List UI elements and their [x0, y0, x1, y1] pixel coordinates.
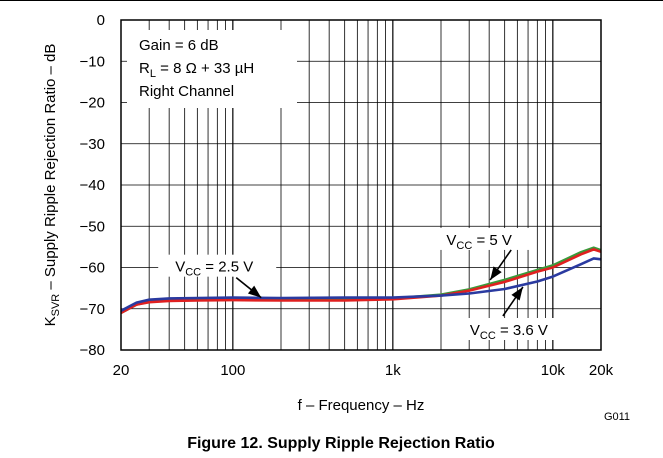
- figure-caption: Figure 12. Supply Ripple Rejection Ratio: [187, 435, 495, 452]
- y-tick-label: −20: [80, 95, 105, 112]
- series-line: [120, 257, 602, 312]
- y-tick-label: −70: [80, 301, 105, 318]
- y-tick-label: −30: [80, 136, 105, 153]
- conditions-box: [127, 30, 297, 108]
- y-tick-label: −80: [80, 342, 105, 359]
- annotation-bg: [452, 318, 569, 340]
- y-tick-label: −50: [80, 218, 105, 235]
- x-tick-label: 1k: [385, 362, 401, 379]
- annotation-vcc-5v: VCC = 5 V: [446, 232, 512, 252]
- condition-gain: Gain = 6 dB: [139, 37, 219, 54]
- annotation-vcc-2-5v: VCC = 2.5 V: [175, 259, 253, 279]
- plot-frame: [120, 19, 602, 351]
- series-line: [120, 248, 602, 315]
- y-tick-label: 0: [97, 12, 105, 29]
- x-tick-label: 20: [113, 362, 130, 379]
- annotation-arrow-2-5v-head: [247, 285, 262, 298]
- y-tick-label: −40: [80, 177, 105, 194]
- series-lines: [120, 246, 602, 315]
- x-tick-labels: 20 100 1k 10k 20k: [113, 362, 614, 379]
- figure-code: G011: [604, 411, 630, 423]
- y-tick-labels: 0 −10 −20 −30 −40 −50 −60 −70 −80: [80, 12, 105, 359]
- series-annotations: VCC = 5 V VCC = 2.5 V VCC = 3.6 V: [158, 227, 569, 342]
- annotation-arrow-5v-head: [490, 266, 502, 280]
- y-axis-label: KSVR – Supply Ripple Rejection Ratio – d…: [42, 44, 62, 327]
- x-axis-label: f – Frequency – Hz: [298, 397, 425, 414]
- x-tick-label: 10k: [541, 362, 566, 379]
- condition-channel: Right Channel: [139, 83, 234, 100]
- top-rule: [0, 0, 663, 1]
- annotation-bg: [429, 227, 532, 250]
- annotation-vcc-3-6v: VCC = 3.6 V: [470, 322, 548, 342]
- y-tick-label: −10: [80, 53, 105, 70]
- annotation-arrow-3-6v-head: [511, 287, 523, 301]
- annotation-bg: [158, 254, 277, 277]
- condition-load: RL = 8 Ω + 33 µH: [139, 60, 254, 80]
- x-tick-label: 100: [220, 362, 245, 379]
- y-tick-label: −60: [80, 260, 105, 277]
- x-tick-label: 20k: [589, 362, 614, 379]
